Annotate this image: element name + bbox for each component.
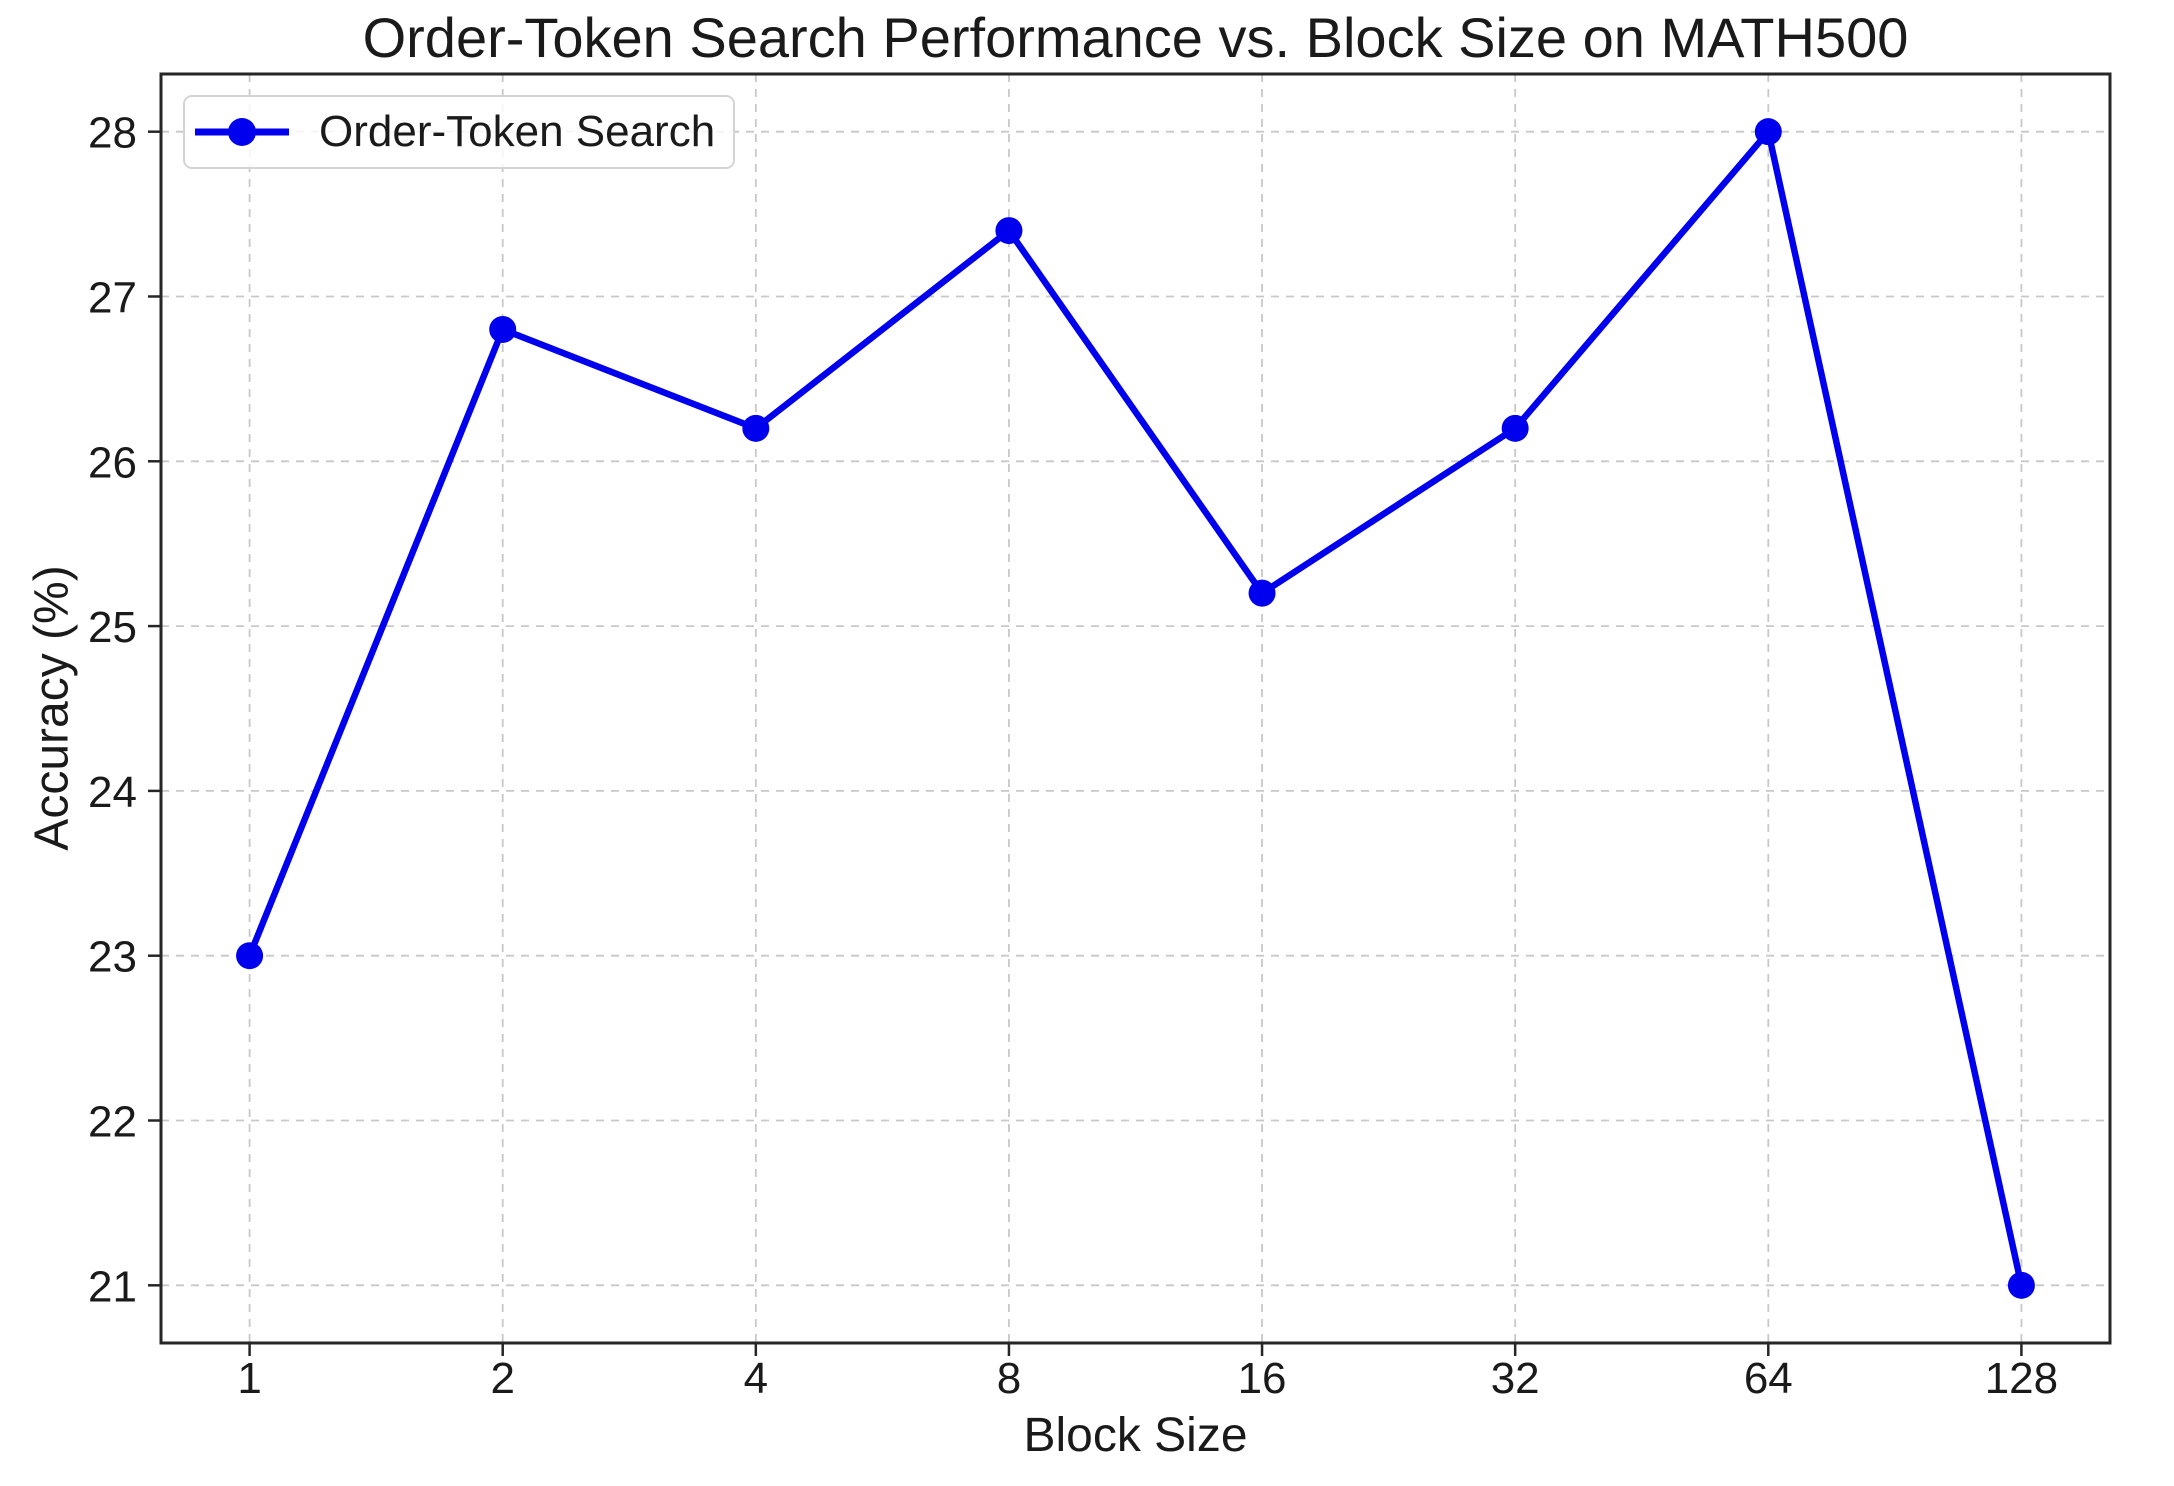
- y-tick-label: 25: [88, 603, 137, 652]
- data-point-marker: [236, 942, 264, 970]
- y-tick-label: 27: [88, 273, 137, 322]
- y-tick-label: 24: [88, 768, 137, 817]
- y-tick-label: 26: [88, 438, 137, 487]
- y-tick-label: 28: [88, 109, 137, 158]
- data-point-marker: [1501, 414, 1529, 442]
- axes-spines: [159, 72, 2112, 1345]
- x-tick-label: 16: [1238, 1354, 1287, 1403]
- legend-line-marker-sample: [195, 117, 289, 147]
- x-tick-label: 8: [997, 1354, 1021, 1403]
- x-tick-label: 64: [1744, 1354, 1793, 1403]
- data-point-marker: [489, 315, 517, 343]
- series-line: [246, 128, 2025, 1289]
- data-point-marker: [995, 217, 1023, 245]
- data-point-marker: [742, 414, 770, 442]
- chart-title: Order-Token Search Performance vs. Block…: [362, 6, 1909, 69]
- y-tick-label: 22: [88, 1098, 137, 1147]
- data-point-marker: [1248, 579, 1276, 607]
- legend: Order-Token Search: [183, 95, 735, 169]
- x-tick-label: 1: [237, 1354, 261, 1403]
- x-tick-label: 32: [1491, 1354, 1540, 1403]
- legend-label: Order-Token Search: [319, 107, 716, 156]
- x-tick-label: 2: [490, 1354, 514, 1403]
- x-axis-label: Block Size: [1023, 1409, 1248, 1462]
- x-tick-label: 4: [744, 1354, 768, 1403]
- y-tick-label: 23: [88, 933, 137, 982]
- data-point-marker: [2007, 1271, 2035, 1299]
- y-tick-label: 21: [88, 1262, 137, 1311]
- x-tick-label: 128: [1985, 1354, 2058, 1403]
- legend-marker-icon: [228, 118, 256, 146]
- data-point-marker: [1754, 118, 1782, 146]
